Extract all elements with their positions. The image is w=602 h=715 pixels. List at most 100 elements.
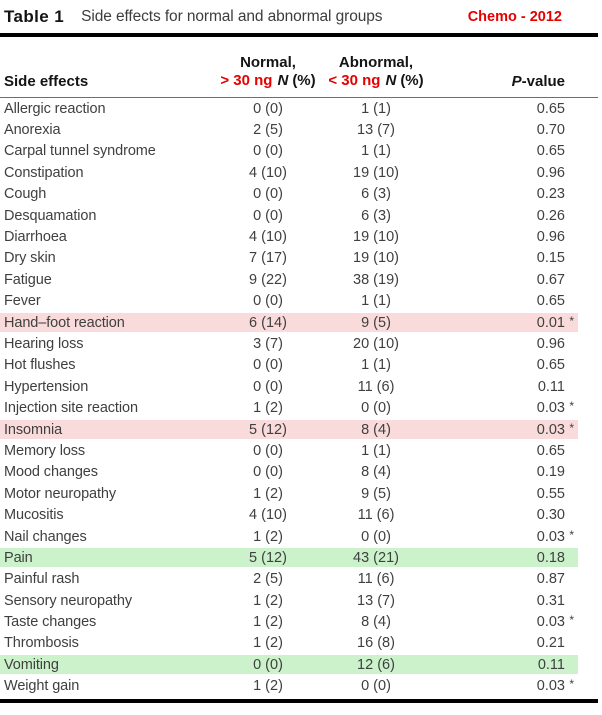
normal-count: 0 (0) — [253, 442, 283, 459]
abnormal-count: 1 (1) — [361, 293, 391, 310]
normal-count: 1 (2) — [253, 635, 283, 652]
side-effect-name: Hot flushes — [4, 357, 76, 374]
normal-count: 5 (12) — [249, 549, 287, 566]
p-value-cell: 0.03 * — [428, 614, 602, 630]
side-effect-name: Allergic reaction — [4, 100, 106, 117]
side-effect-name: Cough — [4, 186, 47, 203]
normal-count: 6 (14) — [249, 314, 287, 331]
normal-count: 1 (2) — [253, 485, 283, 502]
normal-count: 4 (10) — [249, 507, 287, 524]
side-effect-name: Pain — [4, 549, 33, 566]
col-header-normal: Normal, > 30 ng N (%) — [212, 54, 324, 90]
p-value-cell: 0.65 — [428, 143, 602, 159]
p-value-cell: 0.26 — [428, 208, 602, 224]
table-row: Allergic reaction 0 (0) 1 (1) 0.65 — [0, 98, 602, 119]
normal-count: 0 (0) — [253, 293, 283, 310]
normal-count: 0 (0) — [253, 378, 283, 395]
table-row: Weight gain 1 (2) 0 (0) 0.03 * — [0, 676, 602, 697]
p-value: 0.67 — [536, 271, 565, 288]
p-value: 0.19 — [536, 464, 565, 481]
abnormal-count: 1 (1) — [361, 100, 391, 117]
p-value: 0.23 — [536, 186, 565, 203]
p-value-cell: 0.31 — [428, 593, 602, 609]
abnormal-count: 8 (4) — [361, 614, 391, 631]
abnormal-count: 20 (10) — [353, 335, 399, 352]
percent-label: (%) — [292, 72, 316, 89]
table-row: Painful rash 2 (5) 11 (6) 0.87 — [0, 569, 602, 590]
p-value: 0.03 — [536, 614, 565, 631]
side-effect-name: Desquamation — [4, 207, 97, 224]
abnormal-count: 11 (6) — [357, 378, 395, 395]
table-row: Anorexia 2 (5) 13 (7) 0.70 — [0, 119, 602, 140]
table-body: Allergic reaction 0 (0) 1 (1) 0.65 Anore… — [0, 98, 602, 697]
abnormal-count: 19 (10) — [353, 250, 399, 267]
table-row: Insomnia 5 (12) 8 (4) 0.03 * — [0, 418, 602, 441]
table-row: Nail changes 1 (2) 0 (0) 0.03 * — [0, 526, 602, 547]
header-rule — [0, 97, 598, 98]
normal-count: 0 (0) — [253, 464, 283, 481]
side-effect-name: Injection site reaction — [4, 400, 138, 417]
table-row: Injection site reaction 1 (2) 0 (0) 0.03… — [0, 397, 602, 418]
p-rest: -value — [521, 73, 565, 90]
p-value: 0.03 — [536, 528, 565, 545]
abnormal-count: 1 (1) — [361, 357, 391, 374]
abnormal-count: 1 (1) — [361, 143, 391, 160]
normal-count: 5 (12) — [249, 421, 287, 438]
side-effect-name: Hypertension — [4, 378, 89, 395]
normal-count: 1 (2) — [253, 400, 283, 417]
p-value-cell: 0.96 — [428, 165, 602, 181]
side-effect-name: Constipation — [4, 164, 84, 181]
normal-count: 1 (2) — [253, 528, 283, 545]
normal-threshold-line: > 30 ng N (%) — [212, 72, 324, 90]
table-row: Hearing loss 3 (7) 20 (10) 0.96 — [0, 333, 602, 354]
p-value: 0.96 — [536, 335, 565, 352]
abnormal-count: 19 (10) — [353, 164, 399, 181]
table-row: Dry skin 7 (17) 19 (10) 0.15 — [0, 248, 602, 269]
normal-count: 3 (7) — [253, 335, 283, 352]
normal-count: 2 (5) — [253, 571, 283, 588]
p-value-cell: 0.70 — [428, 122, 602, 138]
p-value-cell: 0.18 — [428, 550, 602, 566]
p-value-cell: 0.19 — [428, 464, 602, 480]
abnormal-count: 6 (3) — [361, 207, 391, 224]
abnormal-threshold-label: < 30 ng — [328, 72, 381, 89]
p-value-cell: 0.65 — [428, 293, 602, 309]
p-value-cell: 0.30 — [428, 507, 602, 523]
n-label: N — [277, 72, 289, 89]
table-row: Motor neuropathy 1 (2) 9 (5) 0.55 — [0, 483, 602, 504]
column-header-row: Side effects Normal, > 30 ng N (%) Abnorma… — [0, 37, 602, 97]
table-row: Carpal tunnel syndrome 0 (0) 1 (1) 0.65 — [0, 141, 602, 162]
p-value: 0.21 — [536, 635, 565, 652]
abnormal-count: 16 (8) — [357, 635, 395, 652]
abnormal-count: 11 (6) — [357, 571, 395, 588]
normal-count: 0 (0) — [253, 656, 283, 673]
p-value: 0.03 — [536, 678, 565, 695]
abnormal-count: 0 (0) — [361, 400, 391, 417]
p-value-cell: 0.23 — [428, 186, 602, 202]
side-effect-name: Diarrhoea — [4, 229, 67, 246]
table-row: Hypertension 0 (0) 11 (6) 0.11 — [0, 376, 602, 397]
p-value-cell: 0.87 — [428, 571, 602, 587]
table-row: Hot flushes 0 (0) 1 (1) 0.65 — [0, 355, 602, 376]
normal-count: 4 (10) — [249, 164, 287, 181]
side-effect-name: Motor neuropathy — [4, 485, 117, 502]
p-value: 0.18 — [536, 549, 565, 566]
table-row: Mucositis 4 (10) 11 (6) 0.30 — [0, 504, 602, 525]
side-effect-name: Thrombosis — [4, 635, 79, 652]
table-row: Vomiting 0 (0) 12 (6) 0.11 — [0, 654, 602, 676]
significance-asterisk: * — [569, 677, 574, 692]
p-value: 0.87 — [536, 571, 565, 588]
abnormal-threshold-line: < 30 ng N (%) — [324, 72, 428, 90]
table-label: Table 1 — [4, 6, 65, 26]
significance-asterisk: * — [569, 420, 574, 435]
p-value: 0.11 — [537, 656, 565, 673]
side-effect-name: Weight gain — [4, 678, 80, 695]
p-value-cell: 0.21 — [428, 635, 602, 651]
p-value-cell: 0.03 * — [428, 529, 602, 545]
side-effect-name: Hearing loss — [4, 335, 84, 352]
side-effect-name: Fever — [4, 293, 41, 310]
p-value-cell: 0.96 — [428, 336, 602, 352]
abnormal-count: 9 (5) — [361, 485, 391, 502]
side-effect-name: Taste changes — [4, 614, 97, 631]
normal-threshold-label: > 30 ng — [220, 72, 273, 89]
